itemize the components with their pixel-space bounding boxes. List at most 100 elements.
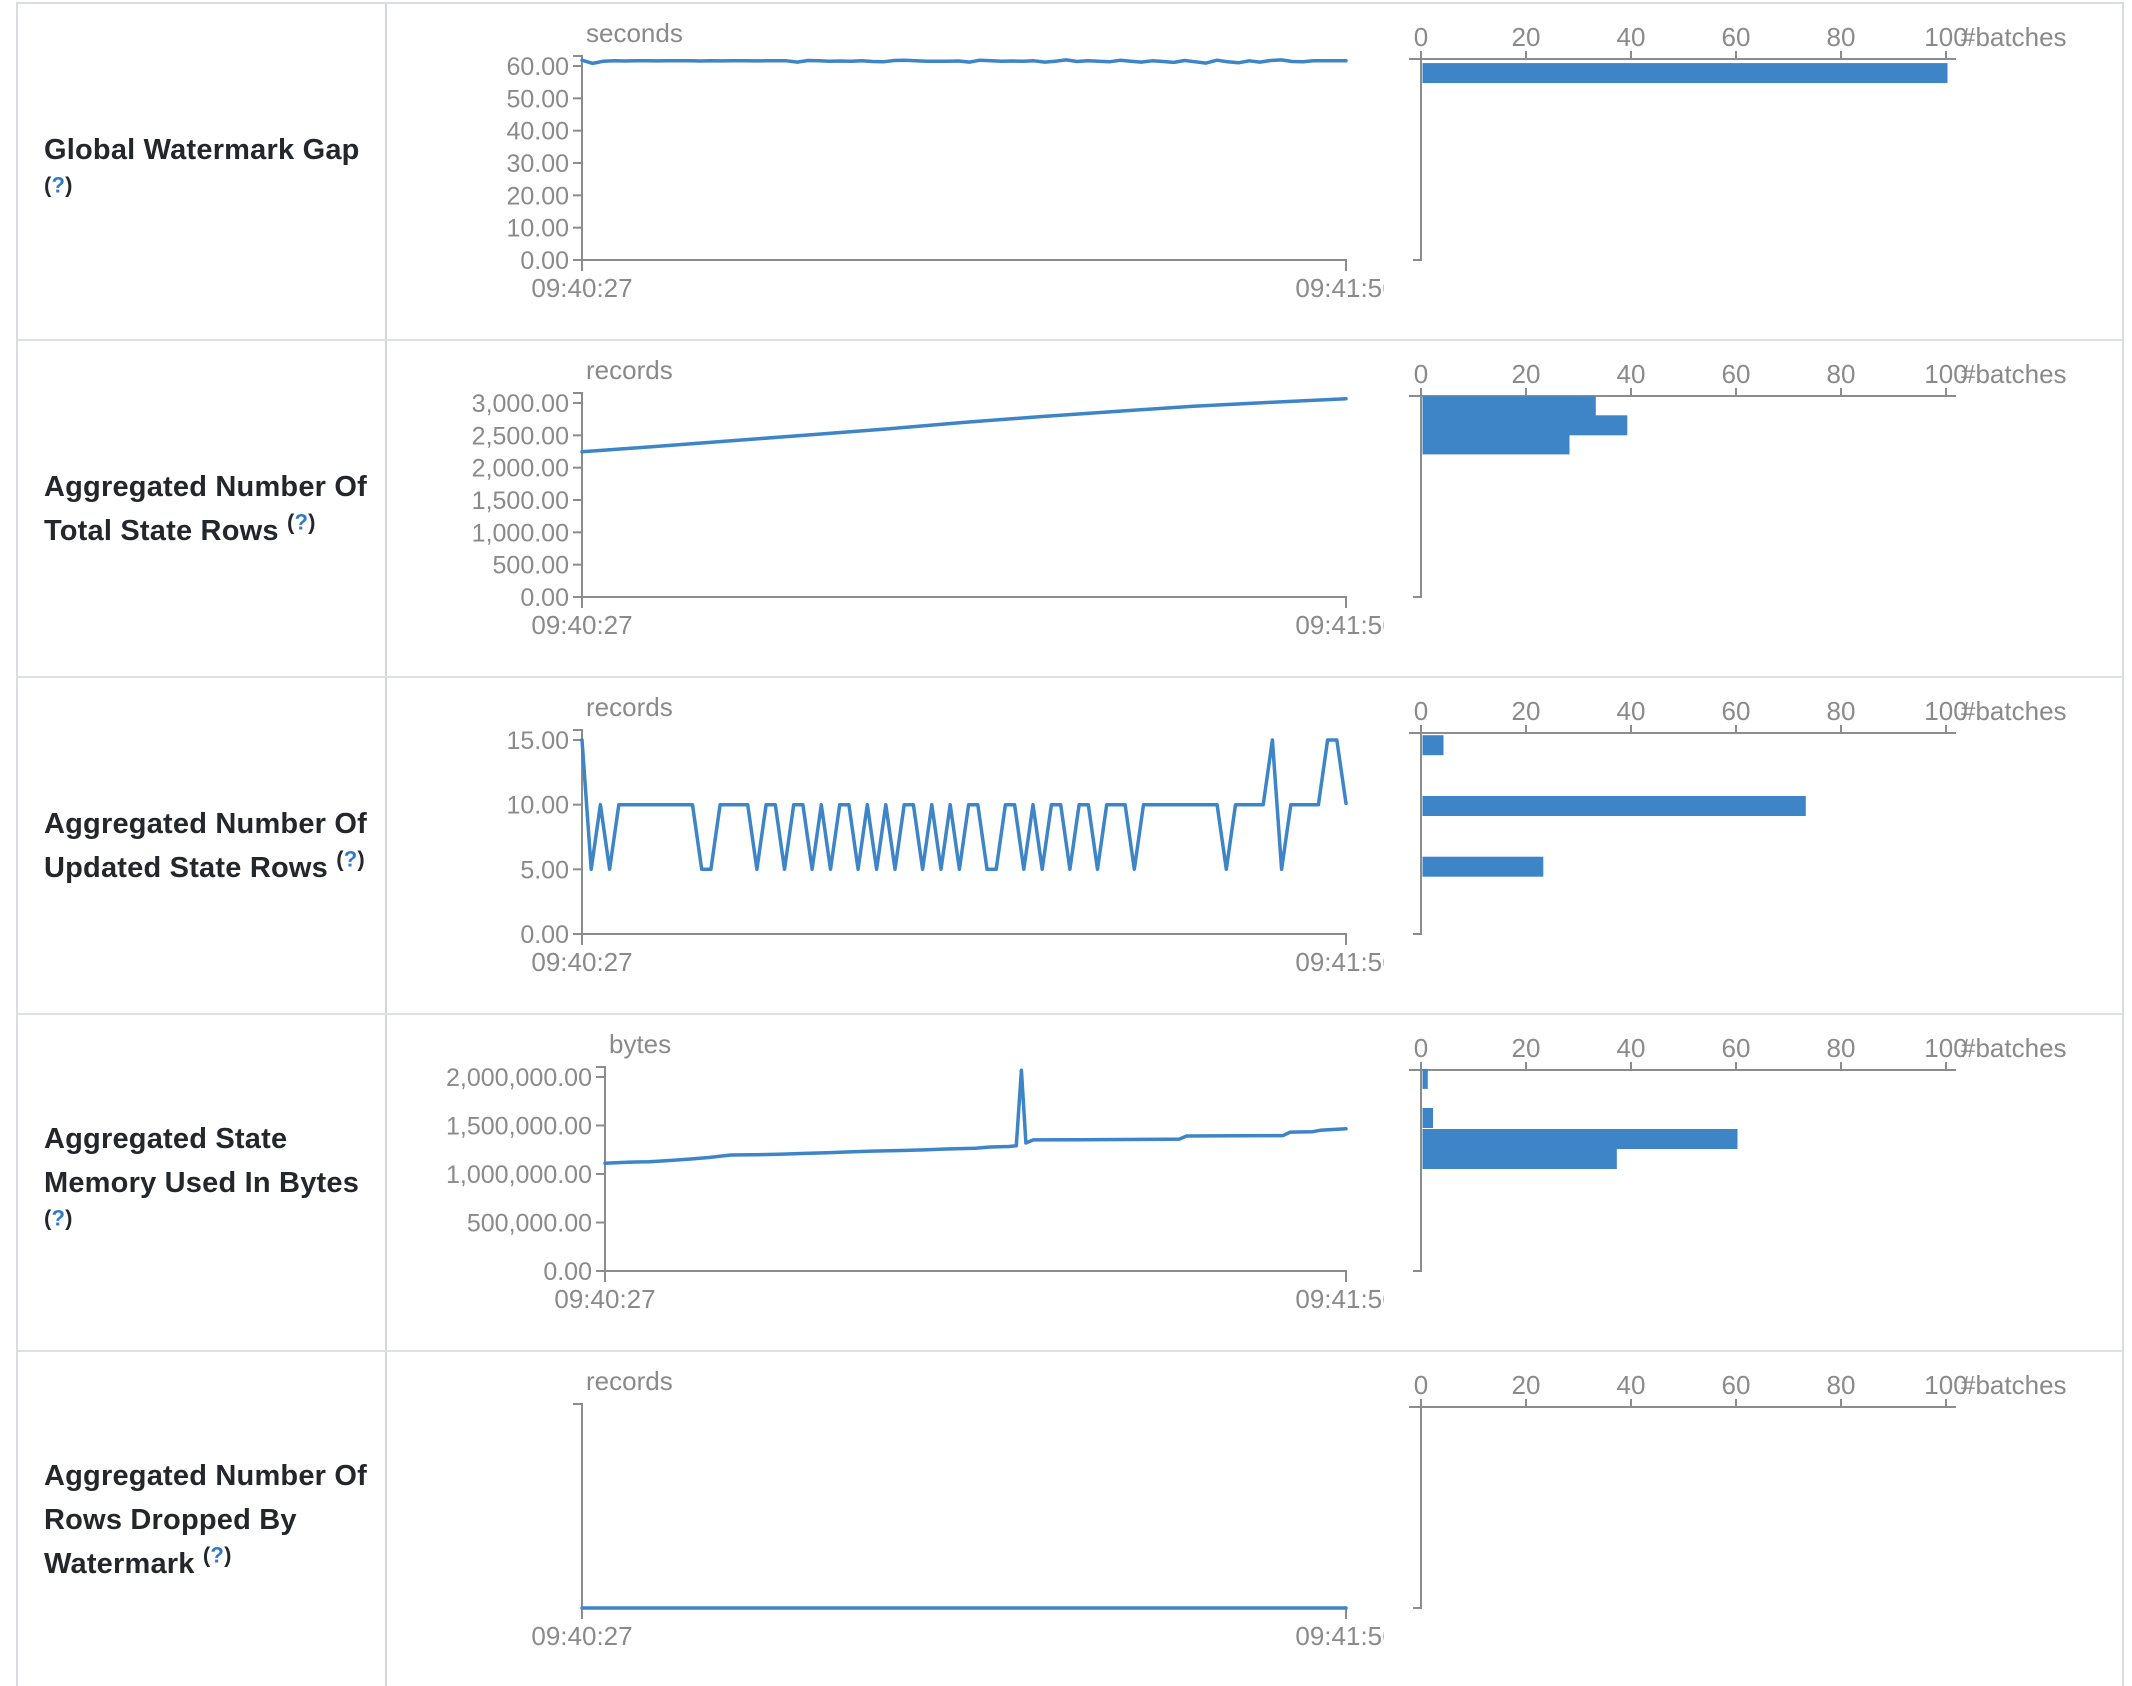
metric-title: Aggregated State Memory Used In Bytes (?…	[44, 1117, 373, 1249]
svg-text:60.00: 60.00	[506, 53, 569, 81]
histogram-chart: 0 20 40 60 80 100#batches	[1409, 22, 2067, 261]
histogram-bar	[1422, 415, 1628, 436]
svg-text:20: 20	[1512, 359, 1541, 389]
svg-text:09:41:56: 09:41:56	[1295, 610, 1384, 640]
svg-text:09:40:27: 09:40:27	[554, 1284, 655, 1314]
histogram-bar	[1422, 1108, 1433, 1128]
histogram-cell: 0 20 40 60 80 100 #batches	[1384, 1352, 2122, 1686]
help-tooltip-link[interactable]: (?)	[44, 171, 73, 197]
histogram-bar	[1422, 856, 1544, 877]
svg-text:100: 100	[1924, 1033, 1967, 1063]
histogram-cell: 0 20 40 60 80 100 #batches	[1384, 1015, 2122, 1350]
histogram-bar	[1422, 735, 1444, 756]
svg-text:40: 40	[1617, 696, 1646, 726]
question-mark-icon: ?	[343, 845, 358, 871]
svg-text:#batches: #batches	[1961, 1033, 2067, 1063]
svg-text:1,500,000.00: 1,500,000.00	[446, 1113, 592, 1141]
svg-text:2,500.00: 2,500.00	[472, 422, 569, 450]
svg-text:1,000,000.00: 1,000,000.00	[446, 1161, 592, 1189]
svg-text:80: 80	[1827, 1370, 1856, 1400]
svg-text:09:40:27: 09:40:27	[531, 273, 632, 303]
svg-text:2,000,000.00: 2,000,000.00	[446, 1064, 592, 1092]
svg-text:40: 40	[1617, 359, 1646, 389]
svg-text:1,500.00: 1,500.00	[472, 487, 569, 515]
metric-label-cell: Aggregated Number Of Updated State Rows …	[18, 678, 387, 1013]
metric-label-cell: Aggregated State Memory Used In Bytes (?…	[18, 1015, 387, 1350]
svg-text:09:40:27: 09:40:27	[531, 947, 632, 977]
svg-text:10.00: 10.00	[506, 792, 569, 820]
metric-title-text: Aggregated State Memory Used In Bytes	[44, 1122, 360, 1199]
svg-text:20: 20	[1512, 1370, 1541, 1400]
svg-text:15.00: 15.00	[506, 727, 569, 755]
svg-text:40: 40	[1617, 1370, 1646, 1400]
svg-text:60: 60	[1722, 359, 1751, 389]
svg-text:20: 20	[1512, 22, 1541, 52]
svg-text:seconds: seconds	[586, 18, 683, 48]
svg-text:09:40:27: 09:40:27	[531, 610, 632, 640]
svg-text:#batches: #batches	[1961, 696, 2067, 726]
svg-text:0.00: 0.00	[520, 584, 569, 612]
svg-text:0: 0	[1414, 22, 1428, 52]
svg-text:60: 60	[1722, 22, 1751, 52]
timeline-cell: records 3,000.00 2,500.00 2,000.00 1,500.00 1…	[387, 341, 1384, 676]
svg-text:1,000.00: 1,000.00	[472, 519, 569, 547]
svg-text:500.00: 500.00	[493, 552, 569, 580]
timeline-chart: seconds 60.00 50.00 40.00 30.00 20.00 10.00 0.0…	[506, 18, 1384, 303]
timeline-chart: records 09:40:27 09:41:56	[531, 1366, 1384, 1651]
histogram-bar	[1422, 1068, 1428, 1089]
svg-text:0.00: 0.00	[520, 247, 569, 275]
metric-title: Aggregated Number Of Total State Rows (?…	[44, 465, 373, 553]
metric-title-text: Global Watermark Gap	[44, 133, 360, 166]
timeline-cell: records 09:40:27 09:41:56	[387, 1352, 1384, 1686]
timeline-chart: bytes 2,000,000.00 1,500,000.00 1,000,000.0…	[446, 1029, 1384, 1314]
histogram-chart: 0 20 40 60 80 100#batches	[1409, 359, 2067, 598]
svg-text:#batches: #batches	[1961, 22, 2067, 52]
svg-text:100: 100	[1924, 359, 1967, 389]
metric-title-text: Aggregated Number Of Total State Rows	[44, 470, 368, 547]
svg-text:0: 0	[1414, 1370, 1428, 1400]
svg-text:60: 60	[1722, 1033, 1751, 1063]
svg-text:records: records	[586, 355, 673, 385]
question-mark-icon: ?	[51, 171, 66, 197]
svg-text:09:41:56: 09:41:56	[1295, 947, 1384, 977]
svg-text:500,000.00: 500,000.00	[467, 1210, 592, 1238]
histogram-bar	[1422, 1129, 1738, 1149]
svg-text:0.00: 0.00	[520, 921, 569, 949]
timeline-cell: seconds 60.00 50.00 40.00 30.00 20.00 10.00 0.0…	[387, 4, 1384, 339]
svg-text:60: 60	[1722, 696, 1751, 726]
histogram-chart: 0 20 40 60 80 100#batches	[1409, 696, 2067, 935]
help-tooltip-link[interactable]: (?)	[286, 508, 316, 534]
metric-title: Global Watermark Gap (?)	[44, 128, 373, 216]
question-mark-icon: ?	[51, 1204, 66, 1230]
svg-text:bytes: bytes	[609, 1029, 671, 1059]
svg-text:40: 40	[1617, 22, 1646, 52]
help-tooltip-link[interactable]: (?)	[336, 845, 365, 871]
metric-row-1: Global Watermark Gap (?) seconds 60.00 50.…	[18, 4, 2122, 339]
metric-title: Aggregated Number Of Updated State Rows …	[44, 802, 373, 890]
histogram-chart: 0 20 40 60 80 100#batches	[1409, 1370, 2067, 1609]
histogram-cell: 0 20 40 60 80 100 #batches	[1384, 678, 2122, 1013]
svg-text:80: 80	[1827, 22, 1856, 52]
svg-text:100: 100	[1924, 22, 1967, 52]
metric-label-cell: Aggregated Number Of Rows Dropped By Wat…	[18, 1352, 387, 1686]
svg-text:100: 100	[1924, 1370, 1967, 1400]
help-tooltip-link[interactable]: (?)	[202, 1541, 232, 1567]
svg-text:80: 80	[1827, 359, 1856, 389]
svg-text:10.00: 10.00	[506, 215, 569, 243]
svg-text:09:41:56: 09:41:56	[1295, 1284, 1384, 1314]
metric-title-text: Aggregated Number Of Rows Dropped By Wat…	[44, 1459, 368, 1580]
histogram-bar	[1422, 396, 1596, 417]
svg-text:5.00: 5.00	[520, 856, 569, 884]
histogram-bar	[1422, 434, 1570, 455]
svg-text:09:40:27: 09:40:27	[531, 1621, 632, 1651]
timeline-chart: records 3,000.00 2,500.00 2,000.00 1,500.00 1…	[472, 355, 1384, 640]
question-mark-icon: ?	[210, 1541, 225, 1567]
svg-text:09:41:56: 09:41:56	[1295, 1621, 1384, 1651]
histogram-bar	[1422, 796, 1806, 816]
question-mark-icon: ?	[294, 508, 309, 534]
help-tooltip-link[interactable]: (?)	[44, 1204, 73, 1230]
svg-text:#batches: #batches	[1961, 1370, 2067, 1400]
svg-text:20: 20	[1512, 1033, 1541, 1063]
svg-text:0.00: 0.00	[543, 1258, 592, 1286]
